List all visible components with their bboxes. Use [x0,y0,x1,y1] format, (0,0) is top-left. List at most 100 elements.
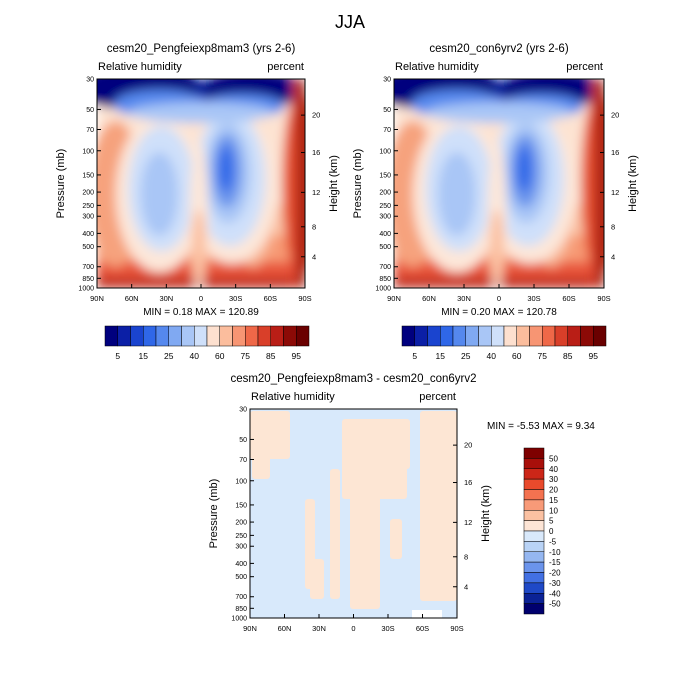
y-tick-label: 700 [235,594,247,601]
colorbar-label: 95 [589,351,599,361]
colorbar-label: 60 [215,351,225,361]
colorbar-label: 40 [190,351,200,361]
colorbar-box [465,325,479,347]
colorbar-box [523,478,545,490]
height-tick-label: 12 [464,518,472,527]
x-tick-label: 90N [90,294,104,303]
y-tick-label: 50 [383,107,391,114]
panel-1: cesm20_Pengfeiexp8mam3 (yrs 2-6) Relative… [55,43,340,361]
x-tick-label: 60N [422,294,436,303]
colorbar-box [523,572,545,584]
colorbar-box [503,325,517,347]
y-tick-label: 50 [239,437,247,444]
variable-label: Relative humidity [251,391,335,403]
colorbar: 5 15 25 40 60 75 85 95 [104,325,310,361]
colorbar-label: 75 [241,351,251,361]
colorbar-label: -40 [549,589,561,598]
colorbar-box [296,325,310,347]
difference-positive-area [310,559,324,599]
colorbar-label: 40 [487,351,497,361]
colorbar-label: 15 [139,351,149,361]
colorbar-box [194,325,208,347]
colorbar-box [523,510,545,521]
colorbar-box [523,520,545,532]
y-tick-label: 1000 [78,286,94,293]
difference-positive-area [350,489,380,609]
colorbar-label: 25 [461,351,471,361]
height-tick-label: 12 [611,188,619,197]
y-tick-label: 500 [379,244,391,251]
y-tick-label: 100 [82,148,94,155]
y-axis-label: Pressure (mb) [208,479,220,549]
colorbar-box [414,325,428,347]
stats-label: MIN = 0.18 MAX = 120.89 [143,307,259,318]
y-tick-label: 400 [379,231,391,238]
colorbar-box [232,325,246,347]
colorbar-box [523,541,545,552]
rh-contours [97,79,305,288]
panel-title: cesm20_con6yrv2 (yrs 2-6) [429,43,568,55]
y-tick-label: 850 [379,276,391,283]
missing-data-area [412,610,442,618]
difference-positive-area [250,411,290,459]
colorbar-box [580,325,594,347]
colorbar-label: 5 [115,351,120,361]
x-tick-label: 30N [312,624,326,633]
x-tick-label: 90S [450,624,463,633]
height-tick-label: 16 [611,148,619,157]
x-tick-label: 90N [243,624,257,633]
colorbar-box [523,530,545,542]
difference-positive-area [390,419,410,469]
y-tick-label: 30 [383,77,391,84]
colorbar-label: 85 [563,351,573,361]
stats-label: MIN = -5.53 MAX = 9.34 [487,421,595,432]
colorbar-box [168,325,182,347]
colorbar-label: 0 [549,527,554,536]
x-tick-label: 90S [298,294,311,303]
colorbar-box [529,325,543,347]
colorbar-box [143,325,157,347]
x-tick-label: 60N [278,624,292,633]
y-tick-label: 300 [379,214,391,221]
colorbar-box [270,325,284,347]
y-tick-label: 200 [82,190,94,197]
colorbar-label: 5 [412,351,417,361]
colorbar-label: 15 [436,351,446,361]
colorbar-label: -50 [549,600,561,609]
colorbar-label: 95 [292,351,302,361]
y-tick-label: 250 [379,203,391,210]
y-tick-label: 30 [86,77,94,84]
colorbar-box [257,325,271,347]
x-tick-label: 0 [497,294,501,303]
colorbar-label: 20 [549,486,558,495]
colorbar-label: 25 [164,351,174,361]
x-tick-label: 60S [264,294,277,303]
y-tick-label: 700 [379,264,391,271]
colorbar-box [523,551,545,563]
colorbar-label: -10 [549,548,561,557]
panel-2: cesm20_con6yrv2 (yrs 2-6) Relative humidi… [352,43,639,361]
y-tick-label: 500 [82,244,94,251]
colorbar-box [491,325,505,347]
colorbar-box [117,325,131,347]
colorbar-box [523,593,545,604]
colorbar-box [155,325,169,347]
x-tick-label: 30N [159,294,173,303]
difference-positive-area [420,411,457,601]
stats-label: MIN = 0.20 MAX = 120.78 [441,307,557,318]
colorbar-label: 15 [549,496,558,505]
colorbar-box [181,325,195,347]
colorbar-label: 60 [512,351,522,361]
colorbar-box [523,447,545,459]
x-tick-label: 60S [416,624,429,633]
y-tick-label: 100 [379,148,391,155]
x-tick-label: 60S [562,294,575,303]
height-tick-label: 20 [464,441,472,450]
colorbar-label: 10 [549,506,558,515]
height-tick-label: 8 [611,222,615,231]
colorbar-box [523,499,545,511]
colorbar-box [219,325,233,347]
colorbar-box [206,325,220,347]
height-tick-label: 8 [464,552,468,561]
